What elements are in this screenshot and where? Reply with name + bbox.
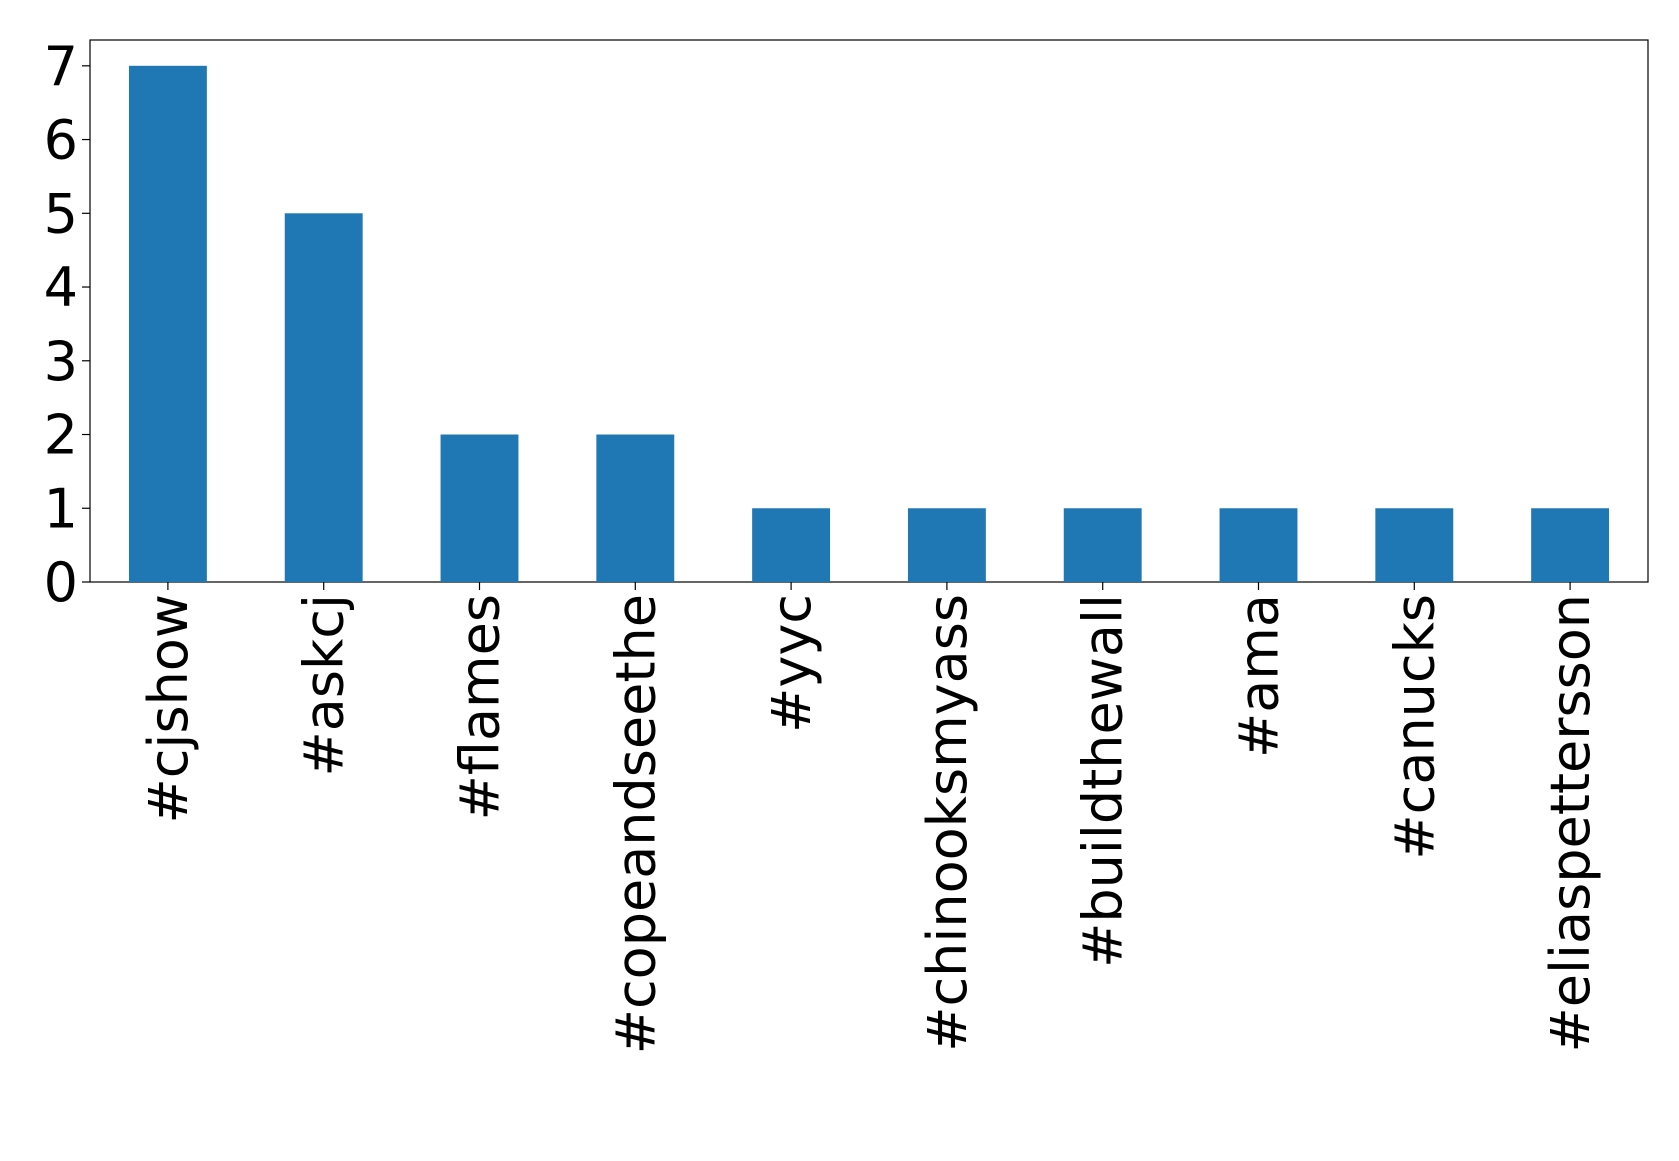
y-tick-label: 2 (44, 404, 78, 467)
bar (1375, 508, 1454, 582)
bar (907, 508, 986, 582)
bar (440, 434, 519, 582)
bar (1219, 508, 1298, 582)
x-tick-label: #canucks (1383, 594, 1446, 860)
bar (752, 508, 831, 582)
x-tick-label: #copeandseethe (604, 594, 667, 1054)
bar (596, 434, 675, 582)
x-tick-label: #chinooksmyass (916, 594, 979, 1052)
x-tick-label: #buildthewall (1072, 594, 1135, 968)
y-tick-label: 7 (44, 35, 78, 98)
x-tick-label: #eliaspettersson (1539, 594, 1602, 1053)
bar (1531, 508, 1610, 582)
x-tick-label: #flames (449, 594, 512, 820)
bar (284, 213, 363, 582)
y-tick-label: 3 (44, 330, 78, 393)
y-tick-label: 1 (44, 477, 78, 540)
y-tick-label: 6 (44, 109, 78, 172)
bar (128, 65, 207, 583)
y-tick-label: 0 (44, 551, 78, 614)
x-tick-label: #yyc (760, 594, 823, 733)
x-tick-label: #askcj (293, 594, 356, 776)
y-tick-label: 5 (44, 182, 78, 245)
x-tick-label: #cjshow (137, 594, 200, 824)
bar (1063, 508, 1142, 582)
y-tick-label: 4 (44, 256, 78, 319)
x-tick-label: #ama (1228, 594, 1291, 758)
plot-frame (89, 39, 1649, 583)
